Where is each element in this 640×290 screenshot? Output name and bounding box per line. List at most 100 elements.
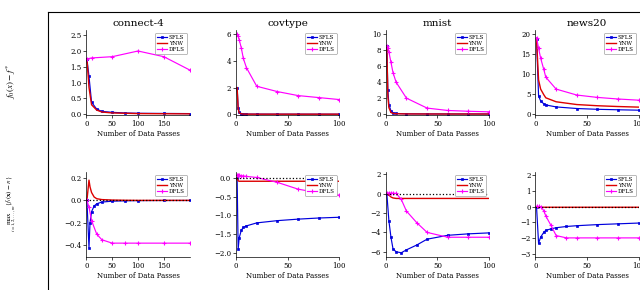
SFLS [86, 221, 94, 225]
SFLS [403, 248, 410, 252]
Line: YNW: YNW [387, 194, 489, 198]
YNW [389, 196, 397, 200]
YNW [243, 180, 250, 183]
YNW [86, 185, 94, 188]
YNW [234, 86, 241, 89]
DFLS [563, 236, 570, 240]
YNW [614, 105, 622, 108]
YNW [413, 197, 420, 200]
DFLS [335, 98, 343, 101]
Line: YNW: YNW [237, 178, 339, 181]
YNW [532, 37, 540, 41]
DFLS [542, 75, 550, 79]
YNW [423, 197, 431, 200]
Line: DFLS: DFLS [534, 204, 640, 240]
SFLS [563, 225, 570, 228]
SFLS [186, 199, 193, 202]
DFLS [465, 235, 472, 239]
SFLS [532, 205, 540, 209]
DFLS [535, 46, 543, 50]
YNW [444, 197, 452, 200]
DFLS [552, 234, 560, 237]
DFLS [387, 191, 395, 195]
SFLS [485, 112, 493, 116]
SFLS [383, 45, 390, 48]
DFLS [383, 45, 390, 48]
SFLS [389, 247, 397, 251]
YNW [234, 176, 241, 180]
SFLS [614, 108, 622, 112]
DFLS [85, 205, 93, 209]
SFLS [573, 224, 580, 227]
DFLS [93, 232, 100, 236]
SFLS [383, 192, 390, 195]
X-axis label: Number of Data Passes: Number of Data Passes [396, 130, 479, 138]
YNW [535, 78, 543, 82]
YNW [389, 112, 397, 115]
SFLS [236, 110, 243, 114]
YNW [108, 111, 116, 115]
SFLS [315, 216, 323, 220]
YNW [88, 103, 95, 106]
SFLS [387, 235, 395, 239]
YNW [552, 206, 560, 209]
Legend: SFLS, YNW, DFLS: SFLS, YNW, DFLS [604, 33, 636, 54]
YNW [83, 199, 91, 202]
SFLS [635, 221, 640, 225]
SFLS [273, 219, 281, 222]
SFLS [243, 112, 250, 116]
Text: $f_0(x) - f^*$: $f_0(x) - f^*$ [5, 64, 18, 99]
YNW [540, 206, 548, 209]
DFLS [540, 209, 548, 212]
DFLS [160, 241, 168, 245]
YNW [273, 113, 281, 116]
X-axis label: Number of Data Passes: Number of Data Passes [546, 130, 628, 138]
DFLS [234, 35, 242, 38]
SFLS [98, 200, 106, 204]
Line: SFLS: SFLS [86, 57, 191, 115]
DFLS [108, 55, 116, 58]
DFLS [315, 191, 323, 195]
Line: DFLS: DFLS [84, 49, 192, 72]
YNW [294, 113, 302, 116]
SFLS [384, 88, 392, 92]
DFLS [236, 173, 243, 177]
SFLS [121, 199, 129, 203]
DFLS [83, 57, 91, 61]
Line: SFLS: SFLS [236, 177, 340, 251]
SFLS [160, 199, 168, 202]
YNW [253, 113, 260, 116]
DFLS [335, 193, 343, 197]
YNW [573, 103, 580, 106]
YNW [243, 113, 250, 116]
DFLS [273, 181, 281, 184]
DFLS [186, 241, 193, 245]
DFLS [253, 176, 260, 179]
Line: DFLS: DFLS [385, 191, 492, 240]
YNW [540, 93, 548, 96]
DFLS [614, 236, 622, 240]
SFLS [389, 111, 397, 115]
YNW [387, 195, 395, 199]
Line: DFLS: DFLS [84, 198, 192, 245]
DFLS [88, 56, 95, 60]
Legend: SFLS, YNW, DFLS: SFLS, YNW, DFLS [454, 33, 486, 54]
DFLS [593, 96, 601, 99]
DFLS [234, 33, 241, 36]
DFLS [234, 173, 242, 177]
DFLS [237, 174, 245, 177]
YNW [335, 113, 343, 116]
DFLS [83, 199, 91, 202]
Legend: SFLS, YNW, DFLS: SFLS, YNW, DFLS [156, 33, 187, 54]
Legend: SFLS, YNW, DFLS: SFLS, YNW, DFLS [604, 175, 636, 196]
Line: DFLS: DFLS [385, 44, 492, 114]
YNW [160, 199, 168, 202]
DFLS [134, 49, 142, 53]
YNW [234, 107, 242, 110]
SFLS [547, 227, 555, 231]
SFLS [387, 109, 395, 113]
DFLS [532, 36, 540, 39]
Line: SFLS: SFLS [535, 205, 640, 245]
SFLS [542, 103, 550, 107]
YNW [635, 206, 640, 209]
